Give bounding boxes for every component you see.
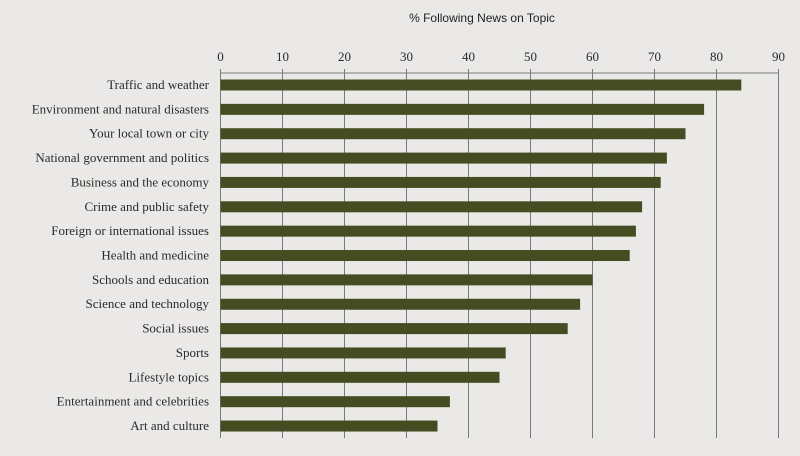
x-tick-label: 20 [338,49,351,64]
bar [220,323,568,335]
x-axis-ticks: 0 10 20 30 40 50 60 70 80 90 [217,49,785,64]
bar [220,79,742,91]
category-label: Science and technology [86,296,210,311]
category-label: Social issues [142,321,209,336]
category-label: National government and politics [35,150,209,165]
x-tick-label: 90 [772,49,785,64]
category-label: Schools and education [92,272,209,287]
x-tick-label: 0 [217,49,224,64]
bar [220,225,636,237]
bar [220,274,593,286]
category-label: Business and the economy [71,174,210,189]
category-label: Entertainment and celebrities [57,394,209,409]
bar [220,128,686,140]
x-tick-label: 60 [586,49,599,64]
bar [220,152,667,164]
x-tick-label: 80 [710,49,723,64]
bar [220,250,630,262]
category-label: Lifestyle topics [128,369,209,384]
category-label: Crime and public safety [84,199,209,214]
chart-title: % Following News on Topic [409,11,555,25]
category-label: Sports [176,345,209,360]
bar [220,396,450,408]
category-label: Environment and natural disasters [32,101,209,116]
bar [220,371,500,383]
x-tick-label: 30 [400,49,413,64]
x-tick-label: 40 [462,49,475,64]
category-labels: Traffic and weather Environment and natur… [32,77,210,433]
x-tick-label: 50 [524,49,537,64]
category-label: Health and medicine [101,248,209,263]
category-label: Foreign or international issues [51,223,209,238]
x-tick-label: 10 [276,49,289,64]
bar [220,201,643,213]
bar [220,176,661,188]
x-tick-label: 70 [648,49,661,64]
category-label: Your local town or city [89,126,210,141]
bars [220,79,742,432]
bar [220,420,438,432]
bar [220,298,581,310]
category-label: Traffic and weather [107,77,209,92]
bar [220,347,506,359]
category-label: Art and culture [130,418,209,433]
bar [220,103,705,115]
